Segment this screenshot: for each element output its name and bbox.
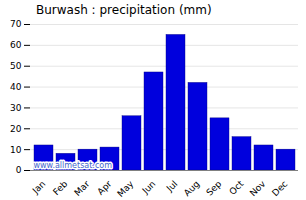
svg-text:Jan: Jan [30, 179, 48, 197]
svg-text:40: 40 [10, 82, 22, 92]
svg-text:60: 60 [10, 40, 22, 50]
svg-text:Jul: Jul [164, 179, 179, 194]
svg-text:Mar: Mar [72, 178, 91, 197]
svg-text:Nov: Nov [248, 178, 268, 198]
svg-text:Oct: Oct [227, 178, 245, 196]
svg-text:50: 50 [10, 61, 22, 71]
svg-text:Aug: Aug [182, 179, 202, 199]
svg-text:Dec: Dec [270, 179, 289, 198]
svg-text:10: 10 [10, 145, 22, 155]
svg-text:70: 70 [10, 19, 22, 29]
svg-text:0: 0 [16, 165, 22, 175]
svg-text:Feb: Feb [51, 179, 70, 198]
svg-text:30: 30 [10, 103, 22, 113]
svg-text:Jun: Jun [140, 179, 158, 197]
html-text:Burwash : precipitation (mm): Burwash : precipitation (mm) [36, 3, 212, 17]
svg-text:Sep: Sep [204, 179, 223, 198]
svg-text:20: 20 [10, 124, 22, 134]
svg-text:Apr: Apr [95, 179, 113, 197]
svg-text:www.allmetsat.com: www.allmetsat.com [34, 161, 113, 170]
svg-text:May: May [115, 178, 136, 199]
